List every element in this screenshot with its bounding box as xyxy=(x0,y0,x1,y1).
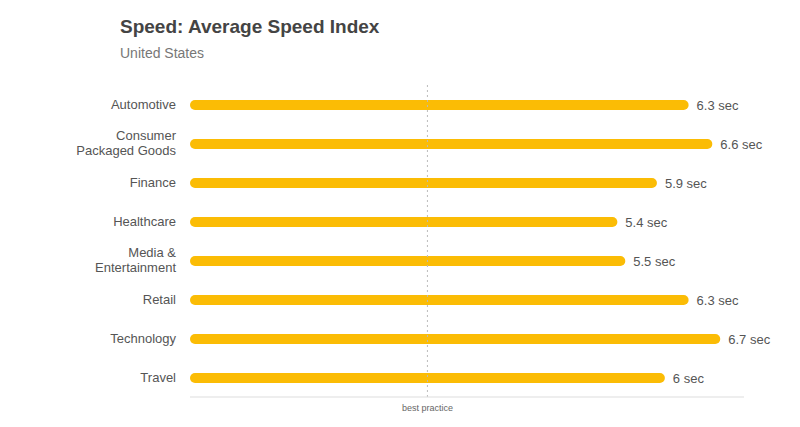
svg-text:Retail: Retail xyxy=(143,292,176,307)
svg-text:6 sec: 6 sec xyxy=(673,371,705,386)
html-text:Speed: Average Speed Index: Speed: Average Speed Index xyxy=(120,16,380,37)
svg-text:Finance: Finance xyxy=(130,175,176,190)
svg-text:Healthcare: Healthcare xyxy=(113,214,176,229)
svg-text:5.9 sec: 5.9 sec xyxy=(665,176,707,191)
svg-text:5.4 sec: 5.4 sec xyxy=(625,215,667,230)
svg-text:ConsumerPackaged Goods: ConsumerPackaged Goods xyxy=(76,128,176,158)
svg-text:6.3 sec: 6.3 sec xyxy=(697,293,739,308)
svg-text:5.5 sec: 5.5 sec xyxy=(633,254,675,269)
svg-text:Media &Entertainment: Media &Entertainment xyxy=(95,245,176,275)
svg-text:6.6 sec: 6.6 sec xyxy=(720,137,762,152)
svg-text:Automotive: Automotive xyxy=(111,97,176,112)
html-text:United States: United States xyxy=(120,45,205,61)
svg-text:Travel: Travel xyxy=(140,370,176,385)
svg-text:Technology: Technology xyxy=(110,331,176,346)
svg-text:6.3 sec: 6.3 sec xyxy=(697,98,739,113)
svg-text:6.7 sec: 6.7 sec xyxy=(728,332,770,347)
svg-text:best practice: best practice xyxy=(402,403,453,413)
